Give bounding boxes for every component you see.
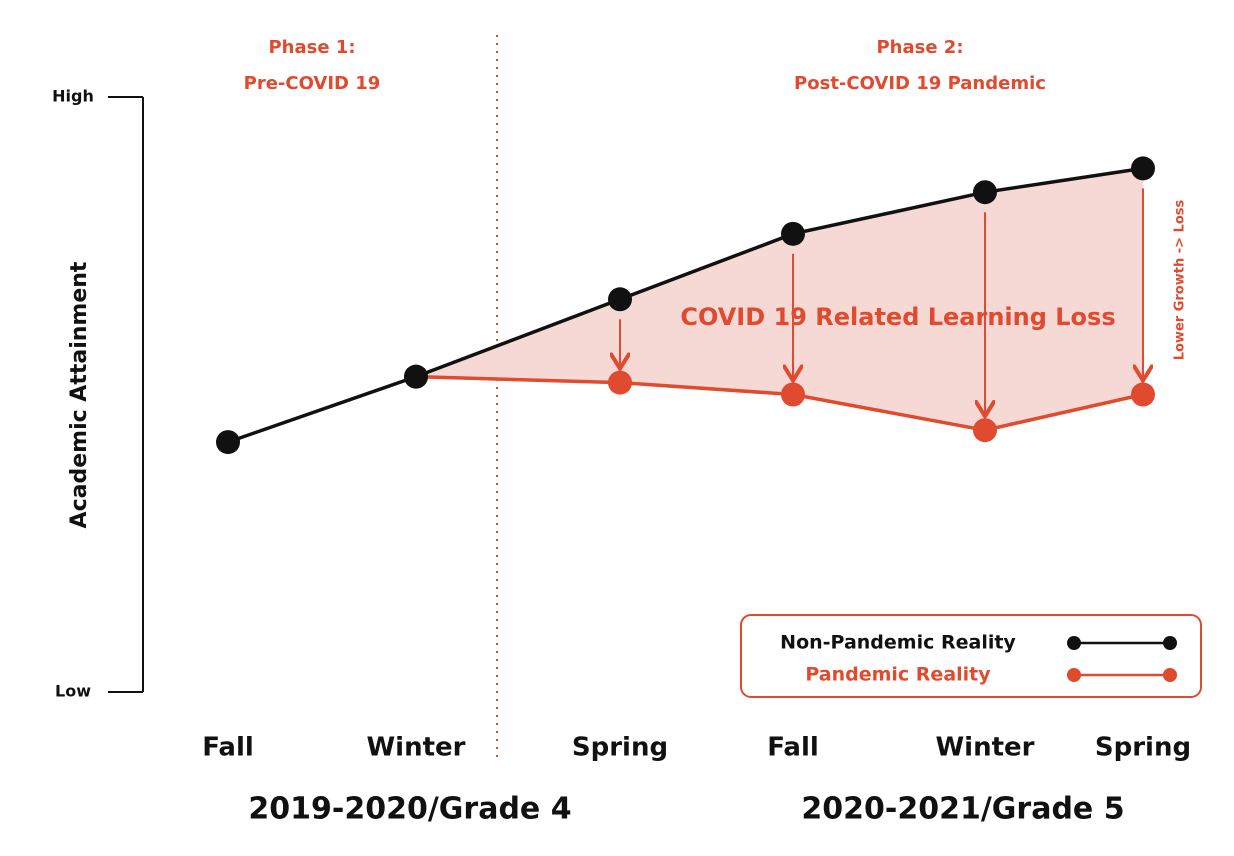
point	[1131, 156, 1155, 181]
y-tick-label: Low	[55, 682, 91, 701]
point	[973, 180, 997, 205]
point	[216, 430, 240, 455]
point	[973, 418, 997, 443]
series-line	[227, 166, 1144, 444]
legend-dot	[1163, 636, 1177, 650]
phase-label: Pre-COVID 19	[244, 73, 381, 94]
point	[781, 221, 805, 246]
x-tick-label: Winter	[936, 733, 1035, 763]
legend-label: Pandemic Reality	[805, 664, 991, 686]
y-tick-label: High	[52, 87, 94, 106]
loss-area	[416, 168, 1143, 431]
point	[404, 364, 428, 389]
x-tick-label: Winter	[367, 733, 466, 763]
legend-box	[740, 614, 1202, 698]
legend-label: Non-Pandemic Reality	[780, 632, 1016, 654]
point	[608, 370, 632, 395]
x-group-label: 2020-2021/Grade 5	[801, 792, 1124, 827]
legend-dot	[1067, 668, 1081, 682]
x-tick-label: Fall	[202, 733, 254, 763]
phase-label: Post-COVID 19 Pandemic	[794, 73, 1046, 94]
x-group-label: 2019-2020/Grade 4	[248, 792, 571, 827]
legend-dot	[1163, 668, 1177, 682]
x-tick-label: Spring	[572, 733, 668, 763]
x-tick-label: Fall	[767, 733, 819, 763]
point	[781, 382, 805, 407]
y-axis-title: Academic Attainment	[67, 261, 92, 528]
annotation: COVID 19 Related Learning Loss	[680, 303, 1115, 331]
phase-label: Phase 2:	[876, 37, 963, 58]
legend-dot	[1067, 636, 1081, 650]
point	[1131, 382, 1155, 407]
point	[608, 287, 632, 312]
annotation: Lower Growth -> Loss	[1173, 199, 1188, 360]
phase-label: Phase 1:	[268, 37, 355, 58]
x-tick-label: Spring	[1095, 733, 1191, 763]
